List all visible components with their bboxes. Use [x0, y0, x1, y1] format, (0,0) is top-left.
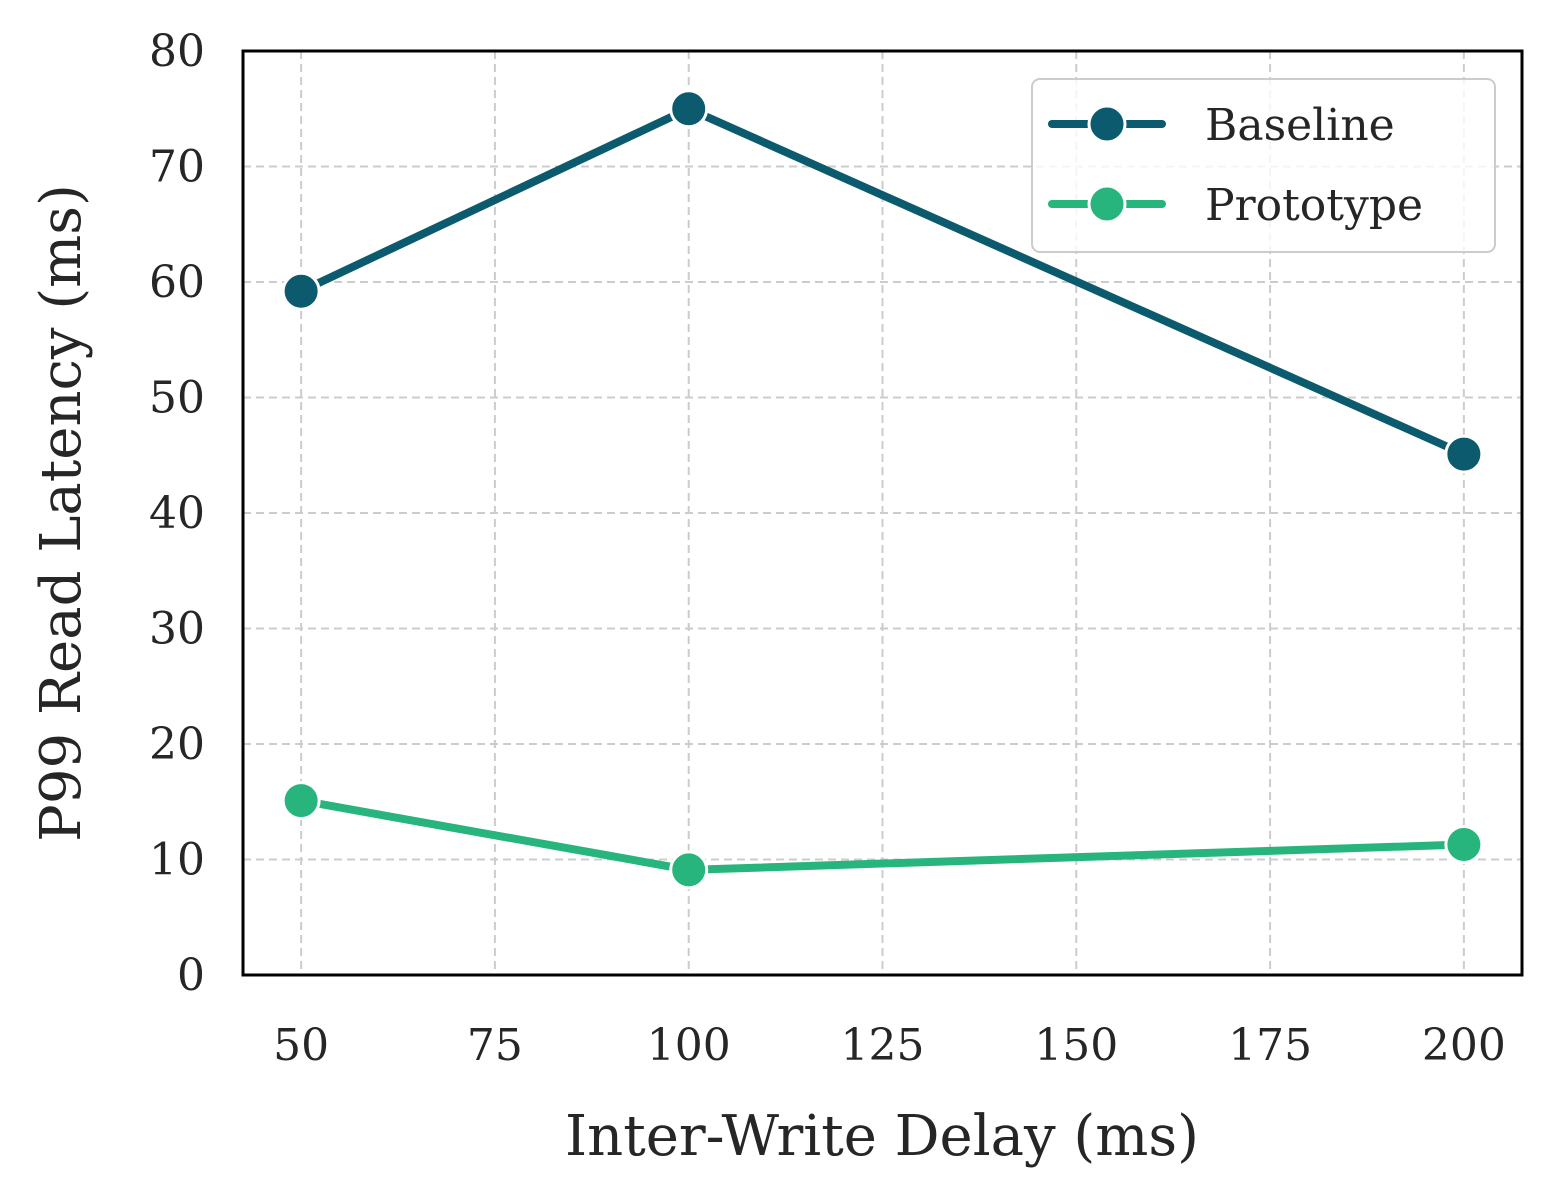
- y-tick-label: 10: [149, 835, 205, 886]
- x-axis-title: Inter-Write Delay (ms): [565, 1104, 1199, 1169]
- series-prototype: [281, 781, 1484, 890]
- data-point-baseline: [1444, 434, 1484, 474]
- y-tick-label: 20: [149, 719, 205, 770]
- y-axis-ticks: 0 10 20 30 40 50 60 70 80: [149, 26, 205, 1001]
- series-baseline: [281, 89, 1484, 474]
- y-tick-label: 50: [149, 373, 205, 424]
- plot-frame: [241, 49, 1524, 977]
- y-axis-title: P99 Read Latency (ms): [29, 184, 94, 842]
- data-point-prototype: [669, 850, 709, 890]
- legend-marker-baseline: [1087, 104, 1127, 144]
- data-point-baseline: [281, 271, 321, 311]
- x-tick-label: 150: [1034, 1020, 1118, 1071]
- data-point-baseline: [669, 89, 709, 129]
- legend-label-prototype: Prototype: [1205, 180, 1423, 231]
- x-tick-label: 200: [1422, 1020, 1506, 1071]
- legend-entry-prototype: Prototype: [1048, 180, 1423, 231]
- y-tick-label: 80: [149, 26, 205, 77]
- y-tick-label: 70: [149, 142, 205, 193]
- data-point-prototype: [1444, 824, 1484, 864]
- data-point-prototype: [281, 781, 321, 821]
- legend: Baseline Prototype: [1031, 78, 1496, 253]
- x-tick-label: 100: [647, 1020, 731, 1071]
- y-tick-label: 40: [149, 488, 205, 539]
- legend-entry-baseline: Baseline: [1048, 100, 1395, 151]
- x-tick-label: 50: [273, 1020, 329, 1071]
- x-tick-label: 175: [1228, 1020, 1312, 1071]
- legend-marker-prototype: [1087, 184, 1127, 224]
- y-tick-label: 0: [177, 950, 205, 1001]
- legend-label-baseline: Baseline: [1205, 100, 1395, 151]
- x-tick-label: 75: [467, 1020, 523, 1071]
- y-tick-label: 60: [149, 257, 205, 308]
- y-tick-label: 30: [149, 604, 205, 655]
- x-tick-label: 125: [841, 1020, 925, 1071]
- series-layer: [281, 89, 1484, 890]
- x-axis-ticks: 50 75 100 125 150 175 200: [273, 1020, 1506, 1071]
